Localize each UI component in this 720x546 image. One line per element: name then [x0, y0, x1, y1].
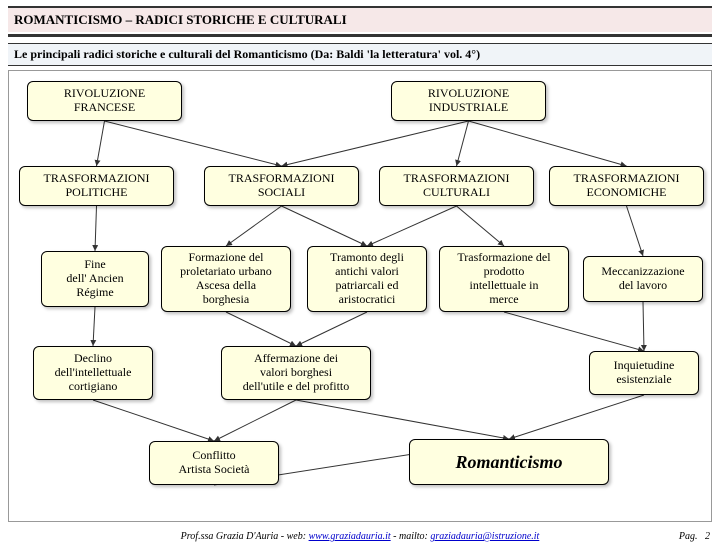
edge-prodotto-inquietudine	[504, 312, 644, 351]
edge-tr_culturali-tramonto	[367, 206, 457, 246]
node-proletariato: Formazione delproletariato urbanoAscesa …	[161, 246, 291, 312]
edge-tr_sociali-proletariato	[226, 206, 282, 246]
node-romanticismo: Romanticismo	[409, 439, 609, 485]
node-tr_sociali: TRASFORMAZIONISOCIALI	[204, 166, 359, 206]
edge-tr_sociali-tramonto	[282, 206, 368, 246]
node-tr_economiche: TRASFORMAZIONIECONOMICHE	[549, 166, 704, 206]
footer-web-label: web:	[287, 531, 309, 542]
edge-declino-conflitto	[93, 400, 214, 441]
edge-tr_politiche-fine_regime	[95, 206, 97, 251]
footer-mail-link[interactable]: graziadauria@istruzione.it	[430, 531, 539, 542]
node-tramonto: Tramonto degliantichi valoripatriarcali …	[307, 246, 427, 312]
node-prodotto: Trasformazione delprodottointellettuale …	[439, 246, 569, 312]
title-underline	[8, 34, 712, 37]
page-title: ROMANTICISMO – RADICI STORICHE E CULTURA…	[14, 12, 347, 27]
node-fine_regime: Finedell' AncienRégime	[41, 251, 149, 307]
edge-fine_regime-declino	[93, 307, 95, 346]
edge-meccan-inquietudine	[643, 302, 644, 351]
node-tr_culturali: TRASFORMAZIONICULTURALI	[379, 166, 534, 206]
page-num: 2	[705, 531, 710, 542]
node-conflitto: ConflittoArtista Società	[149, 441, 279, 485]
node-affermazione: Affermazione deivalori borghesidell'util…	[221, 346, 371, 400]
page-number: Pag. 2	[679, 531, 710, 542]
edge-tr_economiche-meccan	[627, 206, 644, 256]
edge-riv_francese-tr_sociali	[105, 121, 282, 166]
edge-inquietudine-romanticismo	[509, 395, 644, 439]
edge-tramonto-affermazione	[296, 312, 367, 346]
node-meccan: Meccanizzazionedel lavoro	[583, 256, 703, 302]
edge-riv_industriale-tr_economiche	[469, 121, 627, 166]
page-label: Pag.	[679, 531, 698, 542]
edge-riv_francese-tr_politiche	[97, 121, 105, 166]
diagram-canvas: RIVOLUZIONEFRANCESE RIVOLUZIONEINDUSTRIAL…	[8, 70, 712, 522]
footer-web-link[interactable]: www.graziadauria.it	[309, 531, 391, 542]
edge-affermazione-conflitto	[214, 400, 296, 441]
edge-riv_industriale-tr_culturali	[457, 121, 469, 166]
edge-tr_culturali-prodotto	[457, 206, 505, 246]
subtitle: Le principali radici storiche e cultural…	[8, 43, 712, 66]
title-bar: ROMANTICISMO – RADICI STORICHE E CULTURA…	[8, 6, 712, 32]
footer-author: Prof.ssa Grazia D'Auria	[181, 531, 279, 542]
footer-mail-label: - mailto:	[393, 531, 430, 542]
node-declino: Declinodell'intellettualecortigiano	[33, 346, 153, 400]
node-tr_politiche: TRASFORMAZIONIPOLITICHE	[19, 166, 174, 206]
edge-proletariato-affermazione	[226, 312, 296, 346]
node-riv_francese: RIVOLUZIONEFRANCESE	[27, 81, 182, 121]
subtitle-text: Le principali radici storiche e cultural…	[14, 47, 480, 61]
edge-affermazione-romanticismo	[296, 400, 509, 439]
edge-riv_industriale-tr_sociali	[282, 121, 469, 166]
node-riv_industriale: RIVOLUZIONEINDUSTRIALE	[391, 81, 546, 121]
node-inquietudine: Inquietudineesistenziale	[589, 351, 699, 395]
footer: Prof.ssa Grazia D'Auria - web: www.grazi…	[0, 531, 720, 542]
